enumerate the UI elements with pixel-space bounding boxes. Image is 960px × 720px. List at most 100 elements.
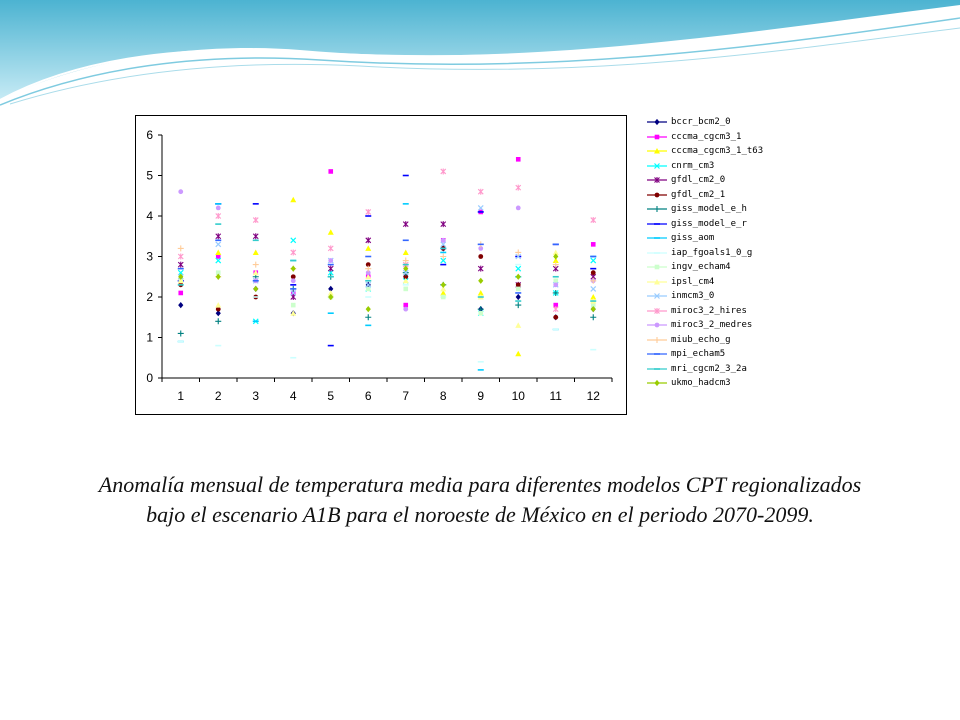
data-point xyxy=(290,274,296,280)
x-tick-label: 4 xyxy=(290,389,297,403)
legend-marker xyxy=(654,177,660,183)
data-point xyxy=(215,318,222,325)
data-point xyxy=(478,277,484,284)
data-point xyxy=(178,189,184,195)
data-point xyxy=(365,262,371,267)
series-miroc3_2_hires xyxy=(177,168,597,313)
data-point xyxy=(515,350,522,357)
x-tick-label: 7 xyxy=(402,389,409,403)
legend-label: cnrm_cm3 xyxy=(671,160,715,171)
legend-label: inmcm3_0 xyxy=(671,291,715,301)
data-point xyxy=(552,289,559,296)
data-point xyxy=(590,270,596,276)
data-point xyxy=(328,169,334,174)
data-point xyxy=(328,258,334,263)
series-gfdl_cm2_0 xyxy=(177,221,597,300)
data-point xyxy=(590,302,596,308)
series-iap_fgoals1_0_g xyxy=(177,263,597,363)
legend-label: iap_fgoals1_0_g xyxy=(671,247,753,258)
data-point xyxy=(552,257,559,264)
legend-swatch xyxy=(647,118,667,126)
data-point xyxy=(365,245,372,251)
data-point xyxy=(590,285,597,292)
data-point xyxy=(215,310,221,317)
data-point xyxy=(515,322,522,328)
data-point xyxy=(552,249,559,255)
legend-swatch xyxy=(647,222,667,225)
data-point xyxy=(215,302,222,308)
legend-marker xyxy=(654,379,660,387)
legend-entry: ingv_echam4 xyxy=(646,261,731,273)
legend-label: gfdl_cm2_1 xyxy=(671,189,726,200)
data-point xyxy=(402,269,409,276)
legend-swatch xyxy=(647,336,667,343)
legend-marker xyxy=(654,278,660,284)
wave-line-1 xyxy=(0,7,960,101)
y-tick-label: 1 xyxy=(146,331,153,345)
data-point xyxy=(515,282,521,288)
legend-label: gfdl_cm2_0 xyxy=(671,175,726,185)
legend-label: giss_model_e_r xyxy=(671,218,747,229)
data-point xyxy=(590,314,597,321)
data-point xyxy=(178,273,184,280)
legend-swatch xyxy=(647,322,667,328)
data-point xyxy=(328,285,334,292)
legend-swatch xyxy=(647,353,667,355)
data-point xyxy=(515,265,522,272)
legend-entry: cccma_cgcm3_1 xyxy=(646,131,741,143)
data-point xyxy=(553,278,559,284)
data-point xyxy=(477,204,484,211)
y-tick-label: 3 xyxy=(146,250,153,264)
data-point xyxy=(177,253,184,260)
legend-entry: giss_aom xyxy=(646,232,714,244)
series-ipsl_cm4 xyxy=(177,249,597,328)
legend-swatch xyxy=(647,278,667,284)
series-mri_cgcm2_3_2a xyxy=(177,223,597,302)
legend-marker xyxy=(654,134,660,139)
legend-swatch xyxy=(647,206,667,212)
legend-swatch xyxy=(647,264,667,270)
data-point xyxy=(365,270,371,276)
data-point xyxy=(478,254,484,259)
data-point xyxy=(215,233,222,240)
data-point xyxy=(403,274,409,280)
legend-label: cccma_cgcm3_1 xyxy=(671,131,742,142)
data-point xyxy=(440,221,447,228)
data-point xyxy=(327,245,334,252)
series-giss_aom xyxy=(177,203,597,371)
series-giss_model_e_r xyxy=(177,174,597,347)
data-point xyxy=(553,314,559,320)
legend-swatch xyxy=(647,379,667,387)
legend-label: ukmo_hadcm3 xyxy=(671,378,731,388)
legend-marker xyxy=(654,264,660,270)
data-point xyxy=(402,277,409,284)
series-miub_echo_g xyxy=(177,241,597,300)
data-point xyxy=(440,168,447,175)
data-point xyxy=(515,184,522,191)
legend-label: cccma_cgcm3_1_t63 xyxy=(671,146,764,156)
x-tick-label: 1 xyxy=(177,389,184,403)
legend-swatch xyxy=(647,293,667,299)
data-point xyxy=(553,282,559,288)
data-point xyxy=(365,237,372,244)
series-miroc3_2_medres xyxy=(178,189,596,312)
series-cnrm_cm3 xyxy=(177,237,597,325)
legend-entry: inmcm3_0 xyxy=(646,290,714,302)
legend-entry: bccr_bcm2_0 xyxy=(646,116,731,128)
data-point xyxy=(290,237,297,244)
data-point xyxy=(552,261,559,268)
legend-marker xyxy=(654,307,660,314)
y-tick-label: 0 xyxy=(146,371,153,385)
data-point xyxy=(515,302,522,309)
legend-marker xyxy=(654,336,660,343)
data-point xyxy=(290,265,296,272)
data-point xyxy=(402,221,409,228)
data-point xyxy=(215,254,221,259)
legend-entry: mpi_echam5 xyxy=(646,348,725,360)
data-point xyxy=(590,294,597,300)
legend-swatch xyxy=(647,162,667,169)
legend-entry: giss_model_e_r xyxy=(646,218,747,230)
data-point xyxy=(515,293,521,301)
legend-marker xyxy=(654,148,660,154)
data-point xyxy=(365,314,372,321)
